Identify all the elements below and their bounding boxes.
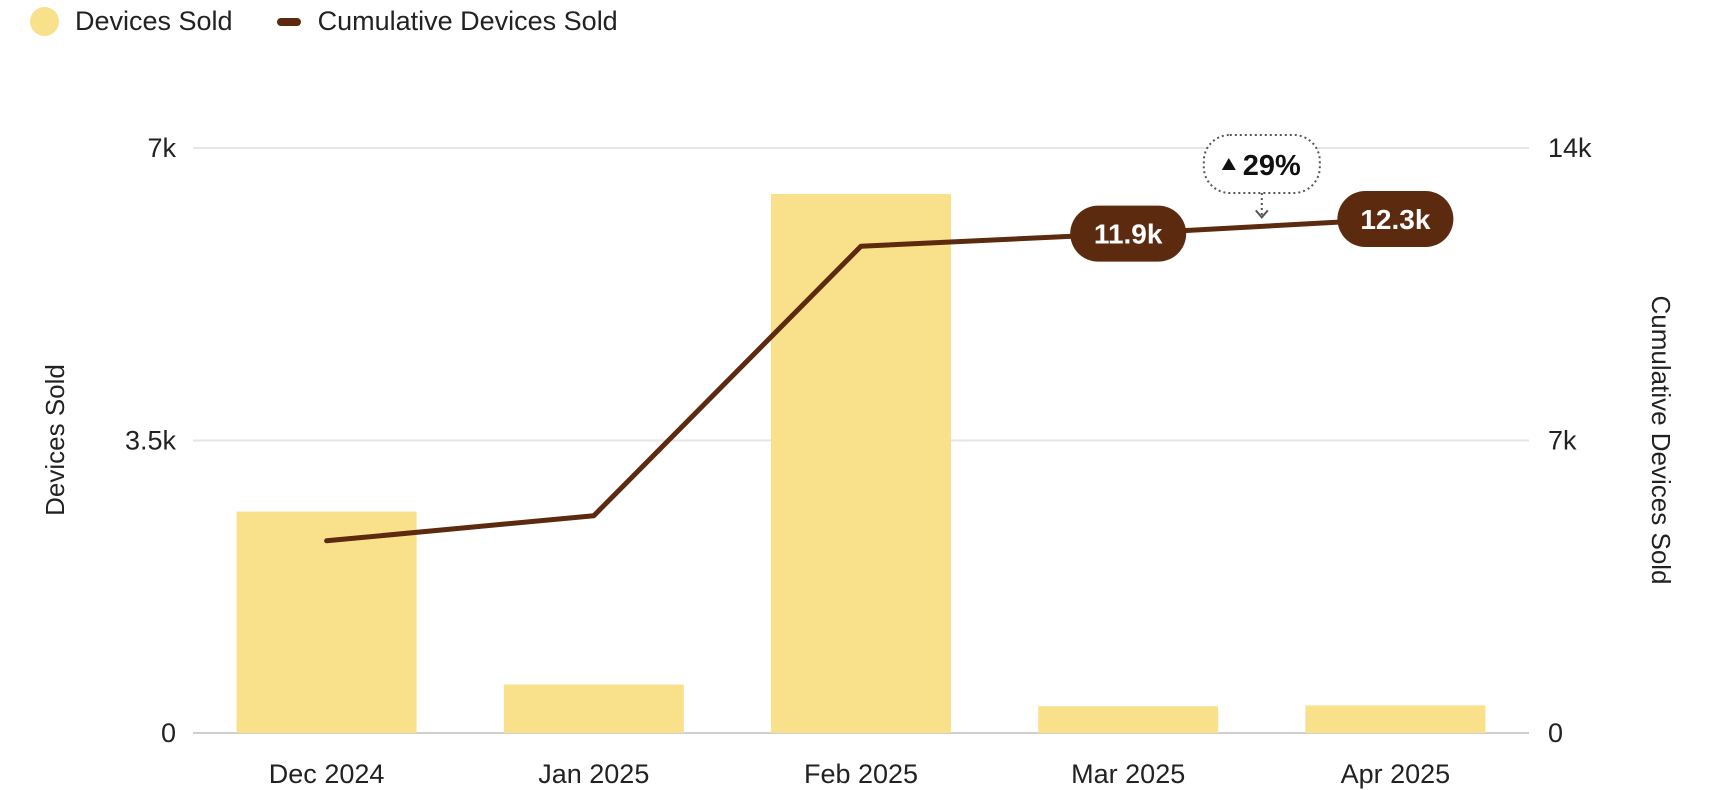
y2-axis-title: Cumulative Devices Sold (1646, 295, 1676, 584)
data-label-text: 11.9k (1094, 219, 1163, 250)
y-tick-label: 7k (147, 133, 176, 163)
x-tick-label: Mar 2025 (1071, 759, 1185, 789)
x-tick-label: Apr 2025 (1341, 759, 1451, 789)
data-label: 12.3k (1337, 191, 1454, 248)
up-arrow-icon (1221, 158, 1236, 170)
data-label-text: 12.3k (1360, 204, 1430, 235)
legend-item-devices-sold[interactable]: Devices Sold (30, 6, 233, 37)
legend-swatch-bar (30, 7, 59, 36)
y2-tick-label: 7k (1548, 426, 1577, 456)
legend-item-cumulative-devices-sold[interactable]: Cumulative Devices Sold (276, 6, 618, 37)
annotation-text: 29% (1243, 150, 1301, 182)
x-tick-label: Jan 2025 (538, 759, 649, 789)
change-annotation: 29% (1202, 134, 1321, 219)
x-tick-label: Feb 2025 (804, 759, 918, 789)
bar (236, 511, 417, 733)
annotation-box (1202, 134, 1321, 194)
y-axis-title: Devices Sold (40, 364, 70, 516)
data-label: 11.9k (1070, 205, 1187, 262)
legend-label-cumulative-devices-sold: Cumulative Devices Sold (317, 6, 618, 36)
legend: Devices Sold Cumulative Devices Sold (30, 6, 662, 37)
data-label-pill (1070, 205, 1187, 262)
axes: Devices Sold Cumulative Devices Sold 0 0 3… (40, 133, 1676, 789)
y2-tick-label: 0 (1548, 718, 1563, 748)
bar (503, 684, 684, 733)
bars (236, 193, 1486, 733)
y2-tick-label: 14k (1548, 133, 1592, 163)
line-point (593, 515, 595, 517)
line-point (326, 540, 328, 542)
x-tick-label: Dec 2024 (269, 759, 385, 789)
legend-swatch-line (276, 17, 301, 26)
data-labels: 11.9k 12.3k (1070, 191, 1454, 262)
bar (771, 193, 951, 733)
bar (1038, 706, 1219, 733)
line-point (860, 245, 862, 247)
annotation-arrowhead (1255, 209, 1269, 219)
data-label-pill (1337, 191, 1454, 248)
bar (1305, 705, 1486, 733)
legend-label-devices-sold: Devices Sold (75, 6, 233, 36)
y-tick-label: 3.5k (125, 426, 177, 456)
y-tick-label: 0 (161, 718, 176, 748)
